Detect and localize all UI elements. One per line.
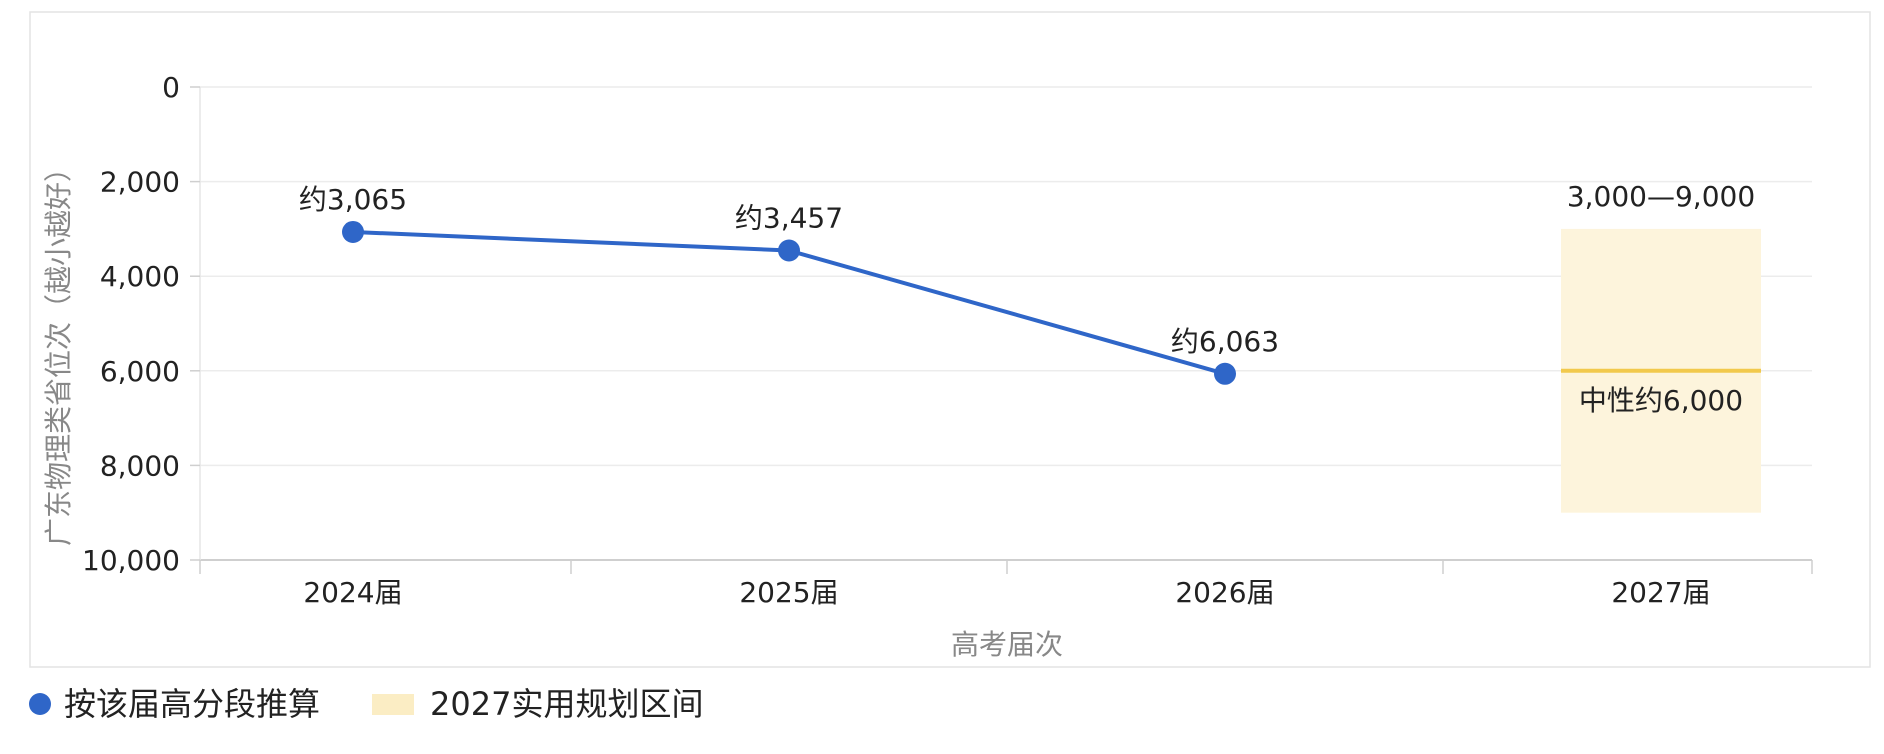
range-mid-label: 中性约6,000 [1579,384,1743,417]
y-tick-label: 0 [162,71,180,104]
data-point [778,239,800,262]
x-tick-label: 2025届 [739,576,838,609]
y-tick-label: 6,000 [100,355,180,388]
x-tick-label: 2024届 [303,576,402,609]
grid-lines [200,86,1812,467]
legend-item-range[interactable]: 2027实用规划区间 [372,685,703,723]
y-tick-labels: 0 2,000 4,000 6,000 8,000 10,000 [82,71,200,577]
y-tick-label: 2,000 [100,166,180,199]
data-point [342,220,364,243]
x-tick-label: 2026届 [1175,576,1274,609]
planning-range: 3,000—9,000 中性约6,000 [1561,180,1761,513]
legend: 按该届高分段推算 2027实用规划区间 [29,685,703,723]
axes [199,87,1812,561]
legend-marker-range [372,694,414,715]
x-tick-label: 2027届 [1611,576,1710,609]
y-tick-label: 10,000 [82,544,180,577]
x-tick-labels: 2024届 2025届 2026届 2027届 [199,560,1813,609]
data-label: 约6,063 [1171,325,1279,358]
y-tick-label: 4,000 [100,260,180,293]
series-rank: 约3,065 约3,457 约6,063 [299,183,1279,385]
legend-label-range: 2027实用规划区间 [430,685,703,723]
range-label: 3,000—9,000 [1567,180,1755,213]
y-tick-label: 8,000 [100,449,180,482]
legend-label-series: 按该届高分段推算 [64,685,320,723]
data-label: 约3,457 [735,202,843,235]
y-axis-title: 广东物理类省位次（越小越好） [42,154,75,546]
data-label: 约3,065 [299,183,407,216]
x-axis-title: 高考届次 [951,628,1063,661]
legend-marker-series [29,693,51,715]
legend-item-series[interactable]: 按该届高分段推算 [29,685,320,723]
data-point [1214,362,1236,385]
